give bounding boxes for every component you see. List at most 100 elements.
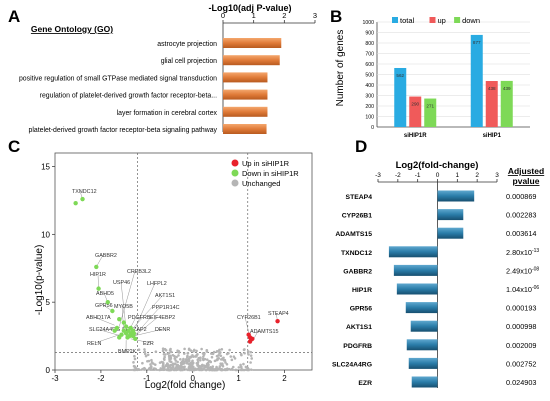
volcano-point-unchanged: [133, 354, 136, 358]
go-term-bar: [223, 55, 280, 66]
volcano-leader-line: [119, 270, 136, 327]
volcano-gene-label: RELN: [87, 341, 101, 347]
volcano-point-unchanged: [196, 364, 199, 367]
fold-change-bar: [406, 339, 438, 351]
volcano-point-unchanged: [203, 357, 207, 361]
volcano-gene-label: HIP1R: [90, 272, 106, 278]
volcano-gene-label: PDGFRB: [128, 315, 151, 321]
volcano-y-tick-label: 5: [46, 298, 51, 307]
volcano-point-unchanged: [166, 352, 170, 355]
volcano-point-unchanged: [192, 349, 195, 353]
go-chart-title: -Log10(adj P-value): [208, 3, 291, 13]
volcano-point-unchanged: [210, 352, 213, 355]
volcano-gene-label: MYO5B: [114, 304, 133, 310]
volcano-gene-label: ABHD5: [96, 291, 114, 297]
fold-change-x-tick-label: 2: [475, 172, 479, 179]
fold-change-bar: [405, 302, 438, 314]
volcano-point-unchanged: [188, 355, 192, 359]
volcano-point-unchanged: [147, 359, 151, 363]
fold-change-bar: [437, 209, 464, 221]
volcano-point-unchanged: [231, 365, 235, 369]
volcano-point-unchanged: [247, 368, 250, 372]
volcano-point-down: [133, 336, 138, 342]
volcano-point-unchanged: [152, 362, 155, 365]
volcano-point-unchanged: [239, 368, 243, 372]
volcano-gene-label: ADAMTS15: [250, 329, 278, 335]
volcano-y-tick-label: 10: [41, 230, 50, 239]
volcano-point-unchanged: [240, 353, 243, 357]
volcano-point-unchanged: [217, 357, 221, 360]
gene-count-data-label: 877: [473, 40, 481, 45]
volcano-point-unchanged: [200, 347, 203, 351]
volcano-point-unchanged: [249, 350, 253, 354]
volcano-point-unchanged: [237, 366, 241, 369]
volcano-gene-label: CYP26B1: [237, 315, 261, 321]
go-term-bar: [223, 38, 282, 48]
volcano-leader-line: [135, 306, 161, 335]
panel-label-c: C: [8, 137, 20, 156]
volcano-point-unchanged: [171, 365, 175, 369]
volcano-point-unchanged: [219, 358, 223, 361]
gene-count-y-tick-label: 900: [365, 31, 374, 37]
fold-change-gene-label: SLC24A4RG: [332, 361, 372, 368]
volcano-gene-label: PPP1R14C: [152, 305, 180, 311]
fold-change-title: Log2(fold-change): [396, 160, 479, 171]
volcano-leader-line: [94, 334, 120, 344]
fold-change-bar: [388, 246, 438, 258]
volcano-point-unchanged: [223, 358, 227, 362]
volcano-gene-label: SLC24A4RG: [89, 327, 120, 333]
go-x-tick-label: 2: [282, 11, 286, 20]
volcano-gene-label: USP46: [113, 280, 130, 286]
volcano-gene-label: AKT1S1: [155, 293, 175, 299]
fold-change-gene-label: HIP1R: [352, 287, 372, 294]
volcano-x-tick-label: 2: [282, 374, 287, 383]
volcano-point-unchanged: [196, 360, 200, 364]
pvalue-cell: 0.002752: [506, 359, 536, 368]
volcano-point-unchanged: [191, 355, 195, 358]
volcano-leader-line: [93, 316, 115, 326]
volcano-point-unchanged: [205, 349, 209, 352]
volcano-point-unchanged: [189, 349, 193, 352]
volcano-point-unchanged: [143, 348, 146, 351]
volcano-legend-label: Unchanged: [242, 179, 280, 188]
fold-change-x-tick-label: 3: [495, 172, 499, 179]
volcano-point-down: [123, 331, 129, 336]
volcano-point-unchanged: [198, 366, 201, 370]
volcano-point-unchanged: [233, 357, 237, 360]
gene-count-bar: [409, 96, 422, 127]
volcano-point-unchanged: [169, 350, 173, 354]
panel-label-a: A: [8, 7, 20, 26]
volcano-legend-label: Down in siHIP1R: [242, 169, 299, 178]
volcano-point-unchanged: [162, 363, 165, 366]
volcano-point-unchanged: [175, 355, 178, 359]
volcano-point-unchanged: [143, 350, 147, 354]
volcano-point-unchanged: [187, 365, 191, 369]
volcano-point-unchanged: [219, 362, 222, 366]
volcano-point-unchanged: [246, 350, 250, 353]
go-term-bar: [223, 124, 267, 134]
volcano-gene-label: ABHD17A: [86, 315, 111, 321]
volcano-leader-line: [96, 328, 122, 337]
volcano-point-unchanged: [158, 368, 161, 372]
volcano-point-unchanged: [161, 361, 165, 364]
volcano-point-unchanged: [249, 361, 252, 364]
go-term-bar: [223, 89, 268, 100]
fold-change-bar: [396, 283, 438, 295]
volcano-point-unchanged: [223, 368, 227, 372]
volcano-point-unchanged: [203, 366, 206, 370]
volcano-point-unchanged: [211, 368, 214, 371]
volcano-point-unchanged: [134, 366, 137, 370]
volcano-point-unchanged: [243, 351, 246, 355]
volcano-point-unchanged: [154, 367, 157, 371]
volcano-gene-label: GABBR2: [95, 253, 117, 259]
volcano-point-unchanged: [230, 358, 234, 362]
volcano-point-unchanged: [196, 358, 200, 362]
volcano-point-unchanged: [164, 348, 168, 352]
gene-count-chart: Number of genes 0 100 200 300 400 500 600 700 80…: [335, 16, 530, 139]
volcano-legend-marker: [231, 169, 239, 177]
volcano-gene-label: EIF4EBP2: [150, 315, 175, 321]
gene-count-bar: [470, 34, 483, 127]
volcano-point-unchanged: [234, 368, 237, 372]
volcano-point-unchanged: [220, 368, 223, 372]
fold-change-gene-label: CYP26B1: [342, 213, 372, 220]
